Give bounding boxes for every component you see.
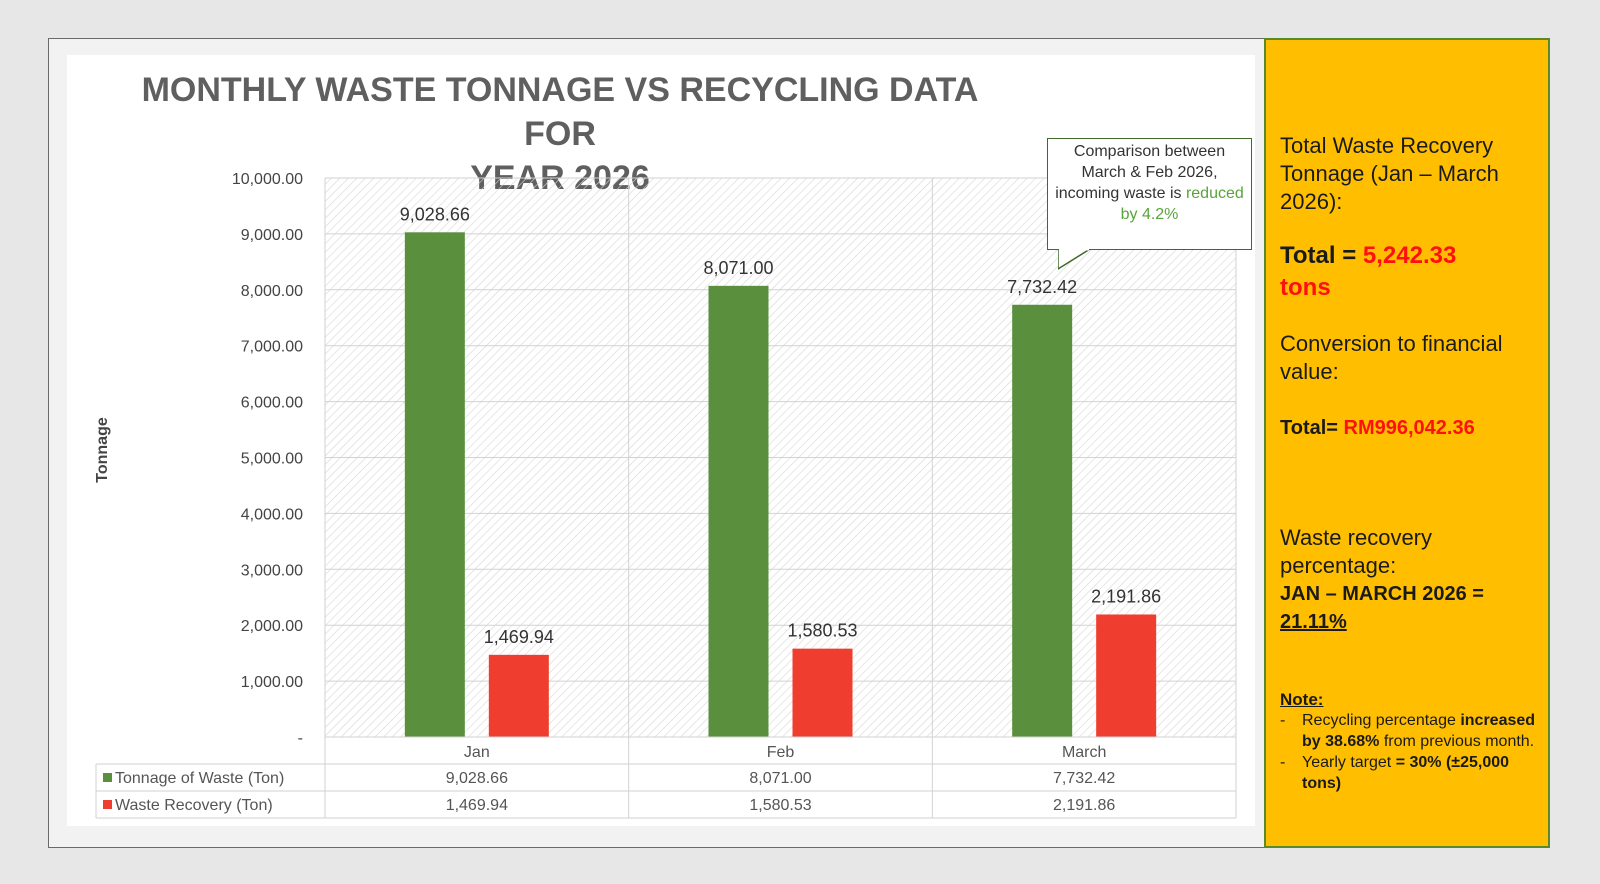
- y-tick-label: 1,000.00: [241, 674, 303, 691]
- y-tick-label: 7,000.00: [241, 339, 303, 356]
- legend-swatch: [103, 773, 112, 782]
- percentage-value: 21.11%: [1280, 611, 1347, 633]
- callout-highlight: reduced by 4.2%: [1120, 185, 1244, 223]
- data-label: 9,028.66: [400, 204, 470, 224]
- y-tick-label: 4,000.00: [241, 506, 303, 523]
- note-item-1: - Recycling percentage increased by 38.6…: [1280, 712, 1536, 750]
- percentage-period: JAN – MARCH 2026 =: [1280, 583, 1484, 605]
- comparison-callout: Comparison between March & Feb 2026, inc…: [1047, 138, 1252, 250]
- y-axis-ticks: - 1,000.00 2,000.00 3,000.00 4,000.00 5,000.0…: [232, 171, 303, 747]
- note1-text-end: from previous month.: [1383, 733, 1535, 750]
- note-item-2: - Yearly target = 30% (±25,000 tons): [1280, 754, 1510, 792]
- x-tick-label: Jan: [464, 744, 490, 761]
- data-label: 8,071.00: [703, 258, 773, 278]
- financial-total: Total= RM996,042.36: [1280, 414, 1542, 442]
- summary-panel: Total Waste Recovery Tonnage (Jan – Marc…: [1264, 38, 1550, 848]
- x-tick-label: Feb: [767, 744, 795, 761]
- table-cell: 1,469.94: [446, 797, 508, 814]
- y-axis-label: Tonnage: [94, 417, 111, 483]
- y-tick-label: -: [298, 730, 303, 747]
- table-cell: 9,028.66: [446, 770, 508, 787]
- financial-value: RM996,042.36: [1343, 417, 1475, 439]
- y-tick-label: 10,000.00: [232, 171, 303, 188]
- legend-swatch: [103, 800, 112, 809]
- callout-pointer: [1058, 249, 1092, 270]
- y-tick-label: 9,000.00: [241, 227, 303, 244]
- data-label: 2,191.86: [1091, 586, 1161, 606]
- legend-series-name: Tonnage of Waste (Ton): [115, 770, 284, 787]
- financial-label: Total=: [1280, 417, 1338, 439]
- total-label: Total =: [1280, 242, 1363, 269]
- y-tick-label: 6,000.00: [241, 395, 303, 412]
- bars: 9,028.66 1,469.94 8,071.00 1,580.53 7,732.42…: [400, 204, 1161, 737]
- note1-bold: increased by 38.68%: [1302, 712, 1536, 750]
- x-tick-label: March: [1062, 744, 1106, 761]
- note2-text: Yearly target: [1302, 754, 1392, 771]
- y-tick-label: 3,000.00: [241, 562, 303, 579]
- table-cell: 1,580.53: [749, 797, 811, 814]
- table-cell: 7,732.42: [1053, 770, 1115, 787]
- recovery-total: Total = 5,242.33 tons: [1280, 240, 1542, 304]
- bar-waste: [404, 232, 465, 737]
- callout-text: Comparison between March & Feb 2026, inc…: [1055, 143, 1226, 202]
- total-value: 5,242.33: [1362, 242, 1457, 269]
- bar-recovery: [1096, 614, 1157, 737]
- y-tick-label: 8,000.00: [241, 283, 303, 300]
- note2-bold: = 30% (±25,000 tons): [1302, 754, 1510, 792]
- bar-recovery: [792, 648, 853, 737]
- y-tick-label: 5,000.00: [241, 451, 303, 468]
- total-unit: tons: [1280, 274, 1331, 301]
- bar-waste: [1012, 304, 1073, 737]
- table-cell: 8,071.00: [749, 770, 811, 787]
- data-table: Jan Feb March Tonnage of Waste (Ton) 9,028.6…: [95, 736, 1236, 819]
- chart-title-line-1: MONTHLY WASTE TONNAGE VS RECYCLING DATA …: [141, 71, 979, 153]
- percentage-heading: Waste recovery percentage:: [1280, 525, 1433, 578]
- conversion-heading: Conversion to financial value:: [1280, 331, 1503, 384]
- recovery-heading: Total Waste Recovery Tonnage (Jan – Marc…: [1280, 133, 1499, 214]
- note-title: Note:: [1280, 690, 1324, 709]
- note1-text: Recycling percentage: [1302, 712, 1456, 729]
- table-cell: 2,191.86: [1053, 797, 1115, 814]
- data-label: 7,732.42: [1007, 277, 1077, 297]
- y-tick-label: 2,000.00: [241, 618, 303, 635]
- data-label: 1,580.53: [787, 621, 857, 641]
- legend-series-name: Waste Recovery (Ton): [115, 797, 273, 814]
- bar-recovery: [488, 654, 549, 737]
- data-label: 1,469.94: [484, 627, 554, 647]
- note-list: - Recycling percentage increased by 38.6…: [1280, 710, 1548, 794]
- bar-chart: - 1,000.00 2,000.00 3,000.00 4,000.00 5,000.0…: [94, 171, 1237, 819]
- bar-waste: [708, 285, 769, 737]
